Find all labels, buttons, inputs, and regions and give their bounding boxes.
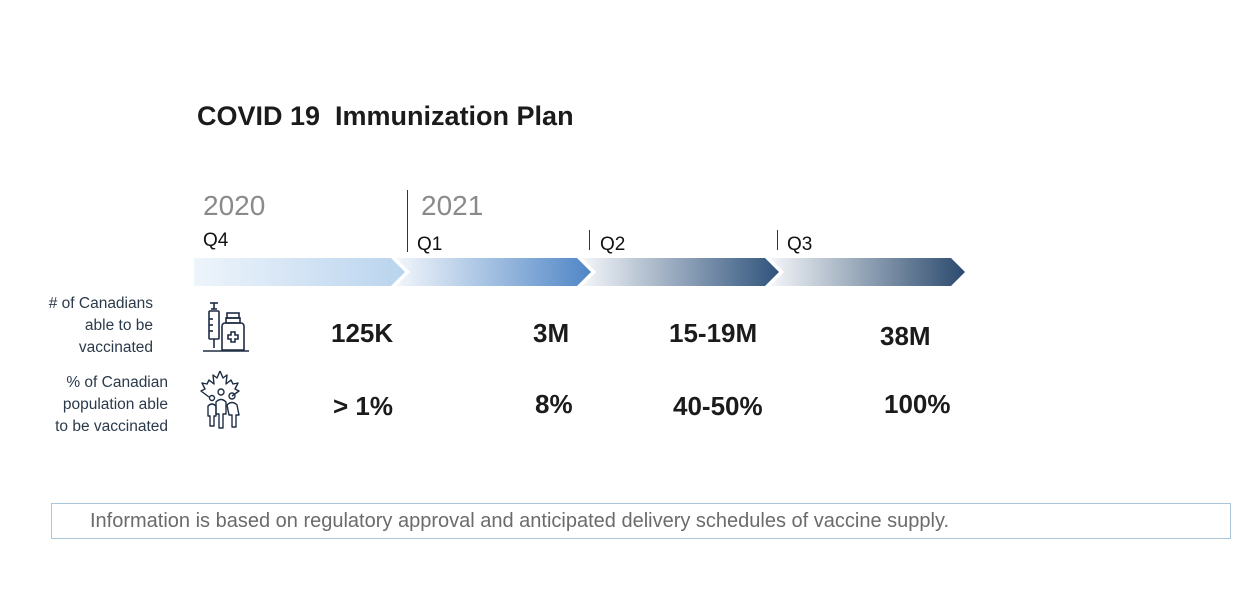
value-canadians-q4: 125K: [331, 318, 394, 348]
syringe-vial-icon: [203, 302, 249, 352]
row-label-line: able to be: [84, 317, 153, 334]
row-label-line: to be vaccinated: [55, 418, 168, 435]
row-label-line: vaccinated: [78, 339, 153, 356]
year-label-2021: 2021: [421, 190, 484, 221]
value-canadians-q1: 3M: [533, 318, 570, 348]
value-canadians-q2: 15-19M: [669, 318, 758, 348]
value-population-q4: > 1%: [333, 391, 393, 421]
quarter-label-q1: Q1: [417, 234, 443, 255]
value-canadians-q3: 38M: [880, 321, 931, 351]
timeline-segment-q1: [396, 258, 591, 286]
quarter-label-q3: Q3: [787, 234, 813, 255]
timeline-segment-q2: [582, 258, 779, 286]
year-divider-tick: [407, 190, 408, 252]
value-population-q3: 100%: [884, 389, 951, 419]
row-label-population: % of Canadian population able to be vacc…: [20, 372, 168, 438]
year-label-2020: 2020: [203, 190, 266, 221]
value-population-q1: 8%: [535, 389, 573, 419]
row-label-canadians: # of Canadians able to be vaccinated: [20, 293, 153, 359]
timeline-segment-q4: [194, 258, 405, 286]
info-note-text: Information is based on regulatory appro…: [90, 510, 950, 532]
row-label-line: % of Canadian: [66, 374, 168, 391]
row-label-line: # of Canadians: [48, 295, 153, 312]
quarter-tick-q3: [777, 230, 778, 250]
maple-leaf-people-icon: [200, 370, 240, 429]
page-title: COVID 19 Immunization Plan: [197, 101, 574, 131]
quarter-tick-q2: [589, 230, 590, 250]
timeline-segment-q3: [770, 258, 965, 286]
quarter-label-q4: Q4: [203, 230, 229, 251]
row-label-line: population able: [62, 396, 168, 413]
value-population-q2: 40-50%: [673, 391, 763, 421]
quarter-label-q2: Q2: [600, 234, 626, 255]
info-note-box: Information is based on regulatory appro…: [51, 503, 1231, 539]
